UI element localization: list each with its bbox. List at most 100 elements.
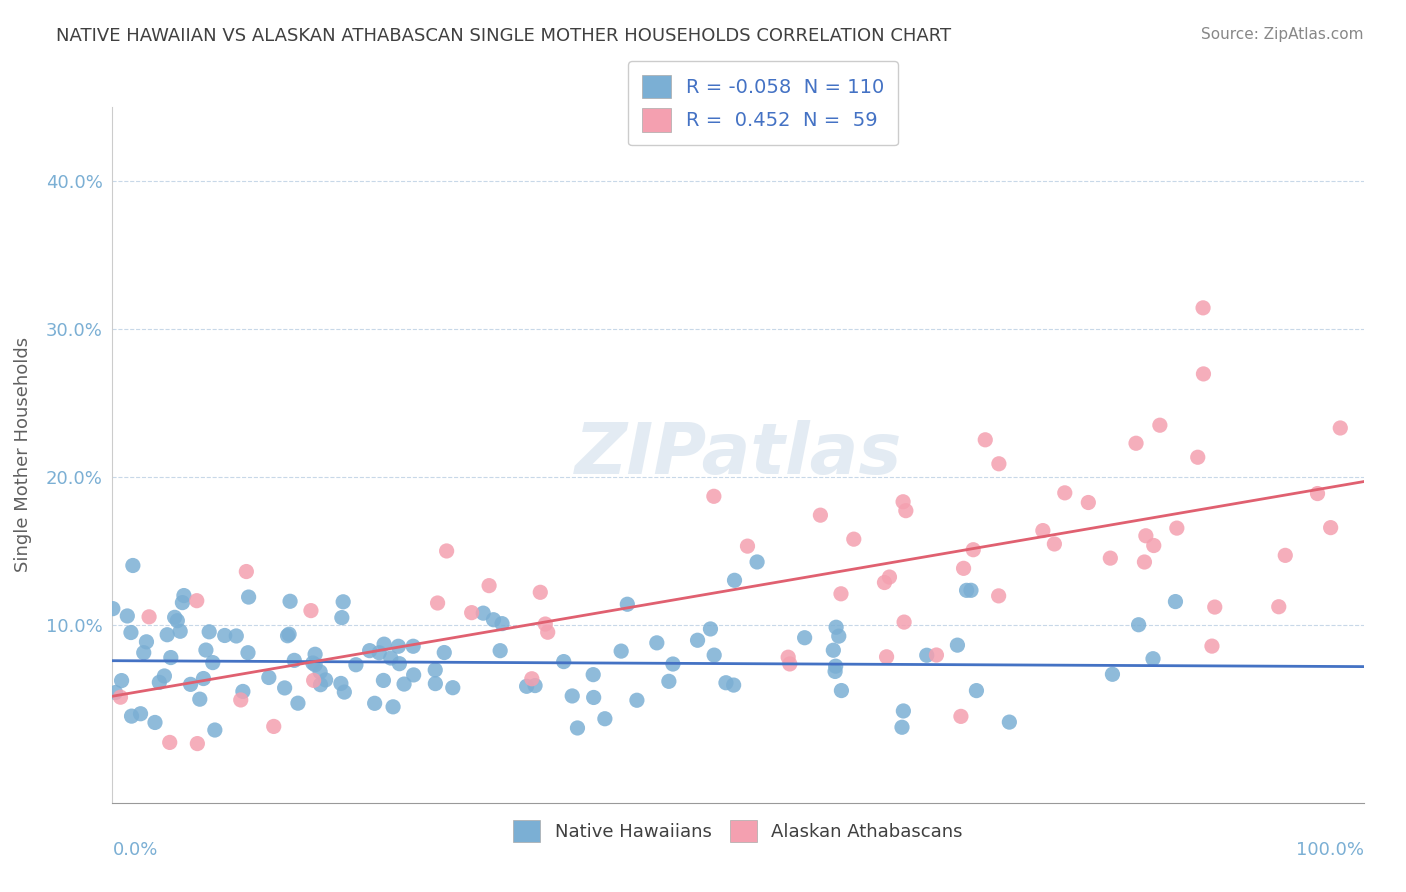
Point <box>529 585 551 599</box>
Point <box>188 692 211 706</box>
Point <box>132 646 155 660</box>
Point <box>793 631 815 645</box>
Point <box>304 647 326 661</box>
Point <box>987 457 1010 471</box>
Point <box>520 672 543 686</box>
Point <box>299 604 322 618</box>
Point <box>110 673 132 688</box>
Point <box>122 558 145 573</box>
Point <box>1164 594 1187 608</box>
Point <box>1268 599 1291 614</box>
Point <box>159 650 181 665</box>
Point <box>425 663 447 677</box>
Point <box>315 673 337 687</box>
Point <box>952 561 974 575</box>
Point <box>593 712 616 726</box>
Point <box>662 657 685 671</box>
Point <box>1306 486 1329 500</box>
Point <box>344 657 367 672</box>
Point <box>626 693 648 707</box>
Point <box>110 690 132 705</box>
Point <box>309 665 332 679</box>
Point <box>193 672 215 686</box>
Point <box>236 646 259 660</box>
Point <box>1101 667 1123 681</box>
Point <box>333 685 356 699</box>
Point <box>1032 524 1054 538</box>
Point <box>425 676 447 690</box>
Point <box>180 677 202 691</box>
Point <box>283 653 305 667</box>
Point <box>1319 521 1341 535</box>
Point <box>287 696 309 710</box>
Y-axis label: Single Mother Households: Single Mother Households <box>14 337 32 573</box>
Point <box>1128 617 1150 632</box>
Legend: Native Hawaiians, Alaskan Athabascans: Native Hawaiians, Alaskan Athabascans <box>506 813 970 849</box>
Point <box>482 613 505 627</box>
Point <box>460 606 482 620</box>
Point <box>304 657 326 672</box>
Point <box>723 574 745 588</box>
Text: NATIVE HAWAIIAN VS ALASKAN ATHABASCAN SINGLE MOTHER HOUSEHOLDS CORRELATION CHART: NATIVE HAWAIIAN VS ALASKAN ATHABASCAN SI… <box>56 27 952 45</box>
Point <box>201 656 224 670</box>
Point <box>891 495 914 509</box>
Text: 0.0%: 0.0% <box>112 841 157 859</box>
Point <box>1142 651 1164 665</box>
Point <box>478 579 501 593</box>
Point <box>368 646 391 660</box>
Point <box>1053 486 1076 500</box>
Point <box>534 617 557 632</box>
Point <box>186 737 208 751</box>
Point <box>1192 301 1215 315</box>
Point <box>1329 421 1351 435</box>
Point <box>238 590 260 604</box>
Point <box>893 615 915 629</box>
Point <box>373 673 395 688</box>
Point <box>960 583 983 598</box>
Point <box>1099 551 1122 566</box>
Point <box>1125 436 1147 450</box>
Point <box>194 643 217 657</box>
Point <box>229 693 252 707</box>
Point <box>955 583 977 598</box>
Point <box>330 610 353 624</box>
Point <box>894 503 917 517</box>
Point <box>1201 639 1223 653</box>
Point <box>1166 521 1188 535</box>
Point <box>263 719 285 733</box>
Point <box>1077 495 1099 509</box>
Point <box>567 721 589 735</box>
Point <box>156 628 179 642</box>
Point <box>135 635 157 649</box>
Point <box>1135 529 1157 543</box>
Point <box>610 644 633 658</box>
Point <box>723 678 745 692</box>
Point <box>1204 600 1226 615</box>
Point <box>891 720 914 734</box>
Point <box>616 597 638 611</box>
Point <box>645 636 668 650</box>
Text: ZIPatlas: ZIPatlas <box>575 420 901 490</box>
Point <box>143 715 166 730</box>
Point <box>491 616 513 631</box>
Point <box>117 609 139 624</box>
Text: Source: ZipAtlas.com: Source: ZipAtlas.com <box>1201 27 1364 42</box>
Point <box>582 690 605 705</box>
Point <box>273 681 295 695</box>
Point <box>373 637 395 651</box>
Point <box>129 706 152 721</box>
Point <box>1143 539 1166 553</box>
Point <box>382 699 405 714</box>
Point <box>810 508 832 523</box>
Point <box>962 542 984 557</box>
Point <box>301 656 323 670</box>
Point <box>745 555 768 569</box>
Point <box>873 575 896 590</box>
Point <box>225 629 247 643</box>
Point <box>553 655 575 669</box>
Point <box>1192 367 1215 381</box>
Point <box>842 532 865 546</box>
Point <box>778 650 800 665</box>
Point <box>153 669 176 683</box>
Point <box>830 587 852 601</box>
